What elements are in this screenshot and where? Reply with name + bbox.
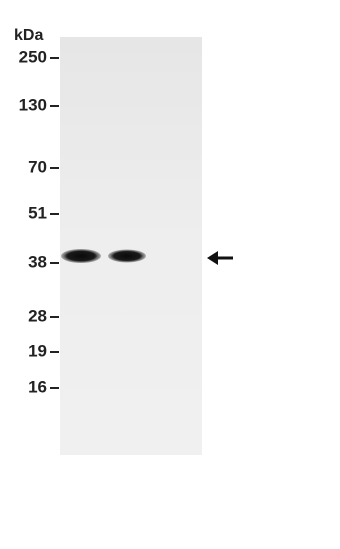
marker-ladder: kDa 250 130 70 51 38 28 19 16 xyxy=(14,27,59,396)
marker-label: 19 xyxy=(28,341,47,360)
membrane xyxy=(60,37,202,455)
marker-label: 16 xyxy=(28,377,47,396)
band xyxy=(108,249,146,263)
arrow xyxy=(207,251,233,265)
marker-label: 130 xyxy=(19,95,47,114)
marker-label: 70 xyxy=(28,157,47,176)
unit-label: kDa xyxy=(14,27,43,44)
marker-label: 250 xyxy=(19,47,47,66)
marker-label: 28 xyxy=(28,306,47,325)
marker-label: 51 xyxy=(28,203,47,222)
band xyxy=(61,249,101,263)
marker-label: 38 xyxy=(28,252,47,271)
